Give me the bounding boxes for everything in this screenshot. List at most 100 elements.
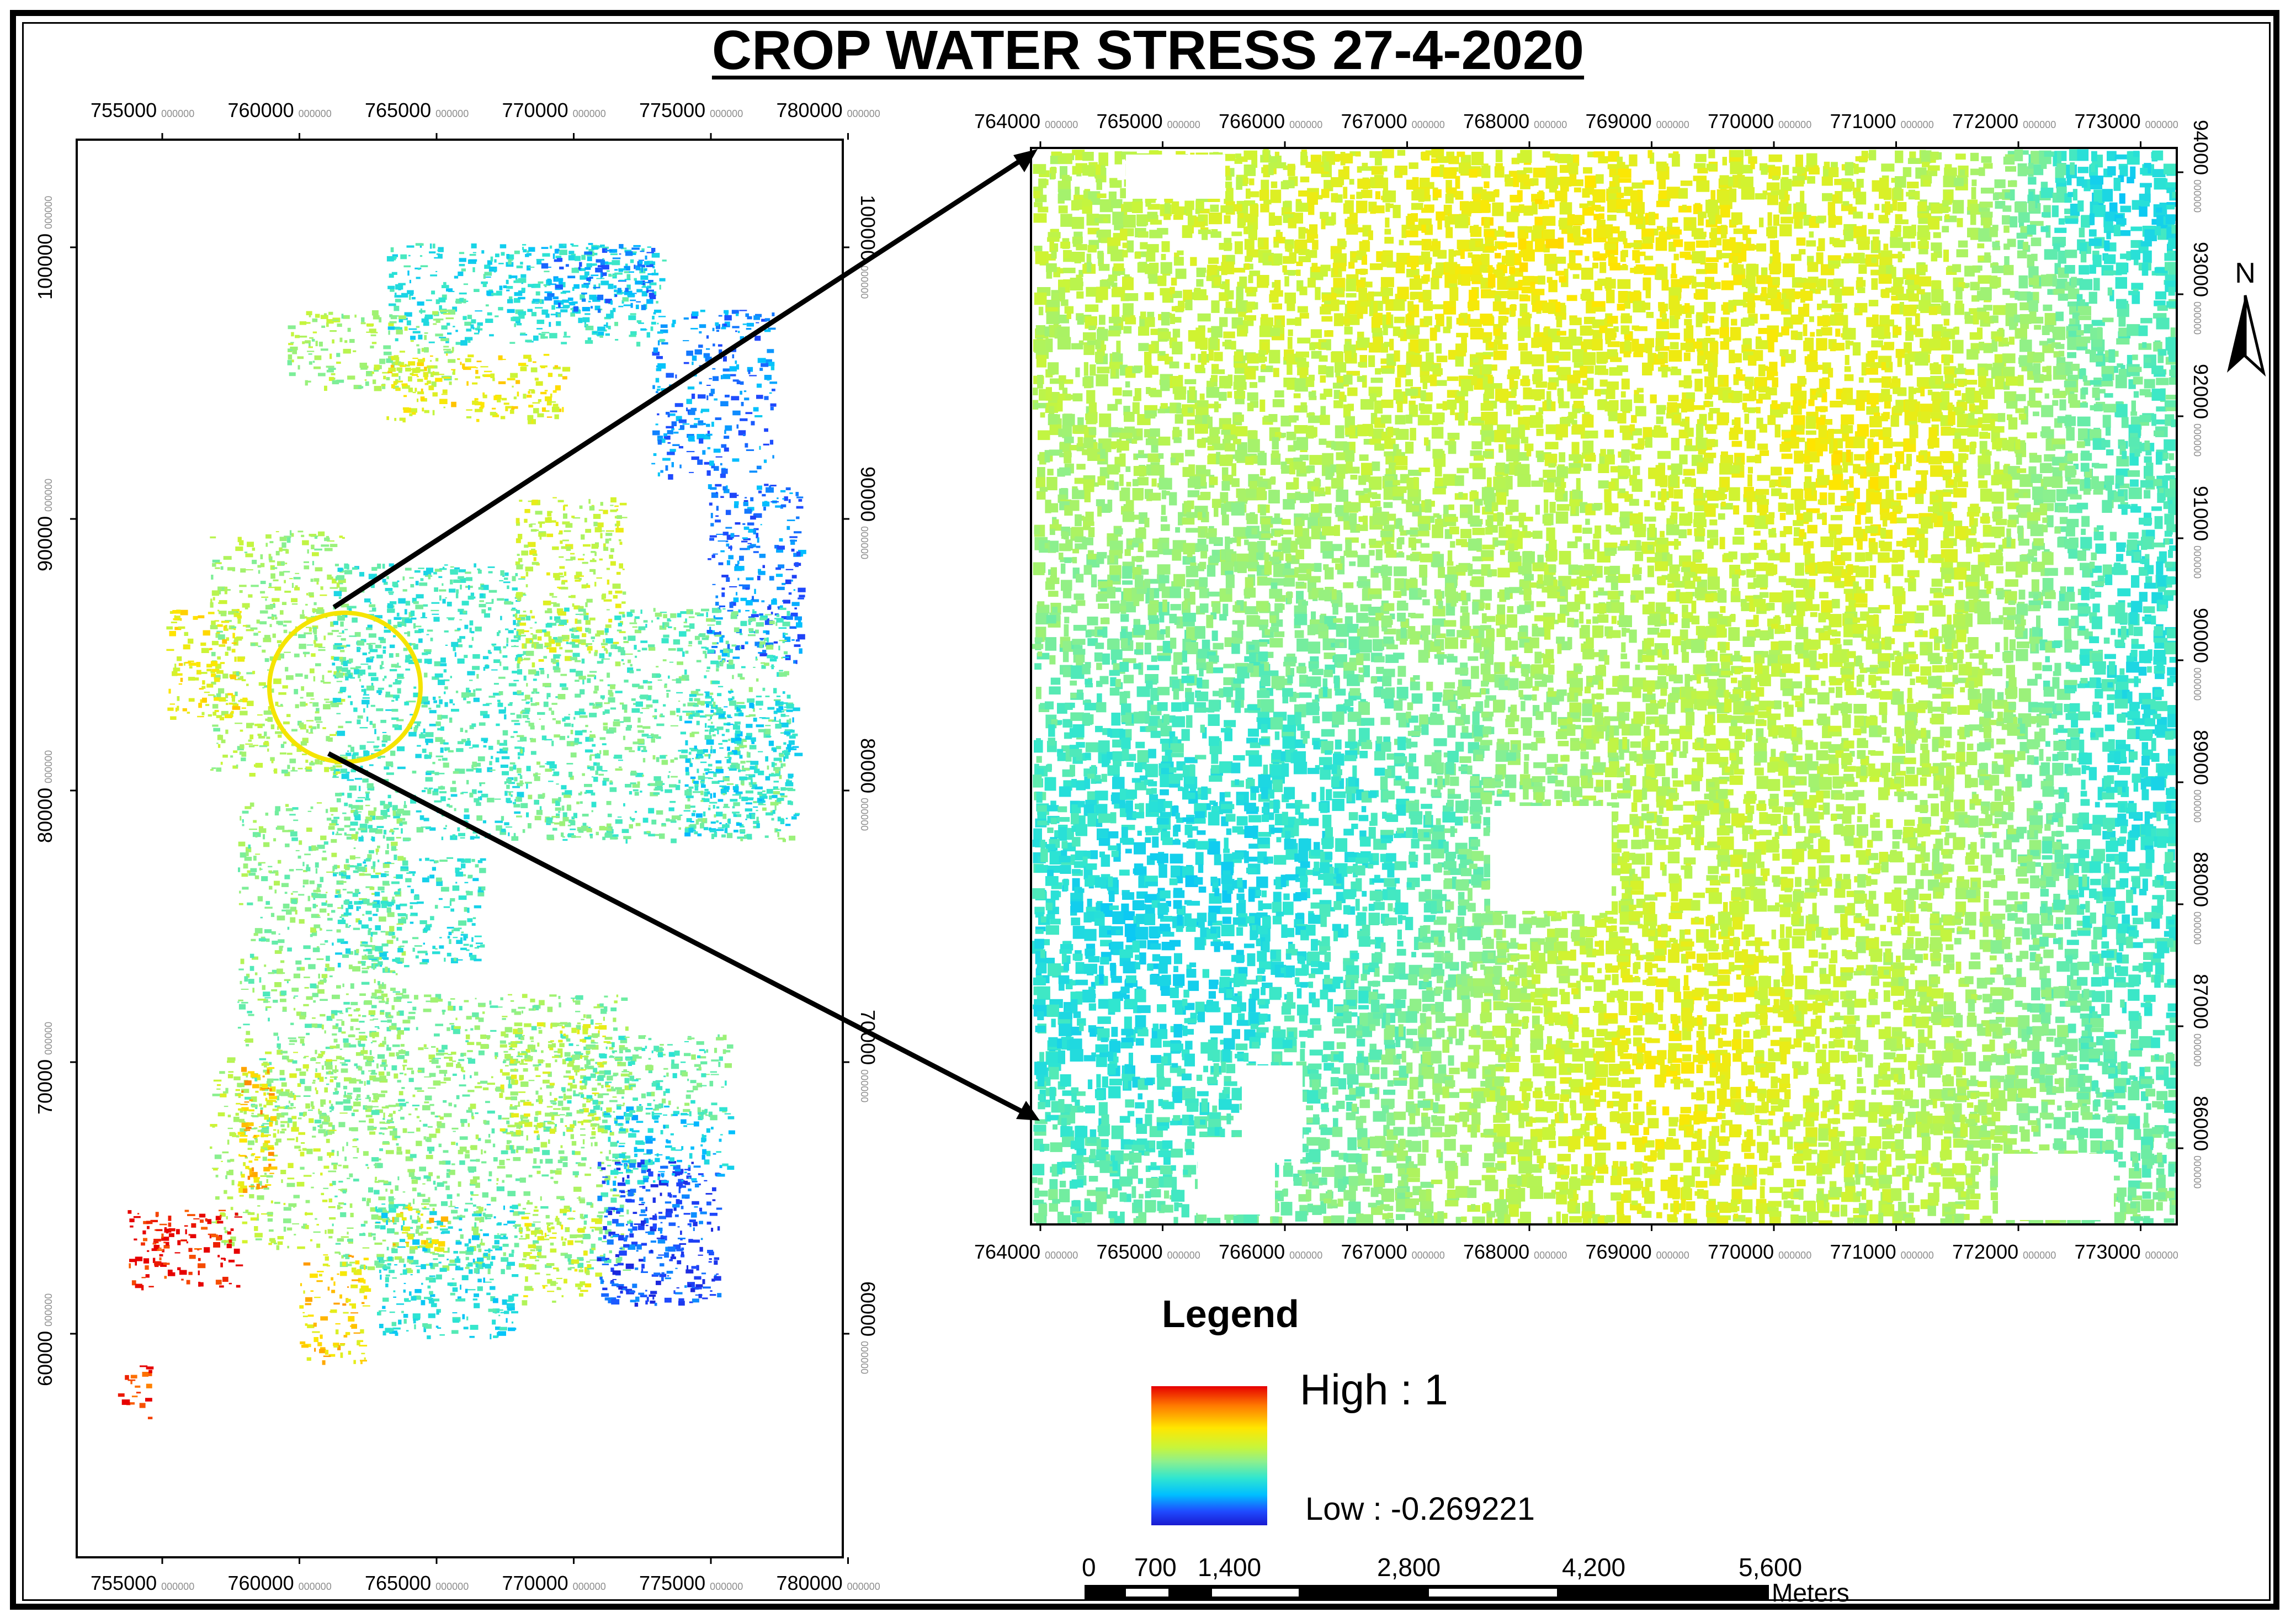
overview-raster-cell [360,944,368,947]
overview-raster-cell [314,643,323,648]
overview-raster-cell [510,713,515,715]
overview-raster-cell [251,938,256,941]
overview-raster-cell [346,771,350,774]
overview-raster-cell [751,779,753,785]
overview-raster-cell [590,754,596,756]
overview-raster-cell [414,570,421,573]
overview-raster-cell [370,346,374,349]
overview-raster-cell [744,397,750,401]
overview-raster-cell [614,505,619,507]
overview-raster-cell [723,356,727,362]
overview-raster-cell [519,780,523,784]
overview-raster-cell [513,396,517,400]
overview-raster-cell [343,661,348,666]
overview-raster-cell [316,708,320,713]
overview-raster-cell [619,702,624,705]
overview-raster-cell [745,808,753,811]
overview-raster-cell [679,631,687,637]
overview-raster-cell [553,637,558,640]
overview-raster-cell [672,320,676,324]
overview-raster-cell [786,519,795,521]
overview-raster-cell [444,686,448,689]
overview-raster-cell [560,309,568,312]
overview-raster-cell [443,742,449,745]
overview-raster-cell [559,250,567,255]
overview-raster-cell [651,248,656,252]
overview-raster-cell [289,1039,297,1042]
overview-raster-cell [312,331,317,333]
overview-raster-cell [486,703,492,704]
overview-raster-cell [366,643,371,645]
overview-raster-cell [659,278,666,282]
overview-raster-cell [183,644,190,650]
overview-raster-cell [389,563,394,567]
overview-raster-cell [526,766,531,772]
overview-raster-cell [509,702,513,704]
overview-raster-cell [332,765,336,767]
overview-raster-cell [765,776,770,781]
overview-raster-cell [713,772,717,777]
overview-raster-cell [537,413,544,417]
overview-raster-cell [437,772,445,775]
overview-raster-cell [745,715,751,717]
overview-raster-cell [690,407,697,411]
overview-raster-cell [624,271,630,273]
overview-raster-cell [575,613,580,615]
overview-raster-cell [764,638,768,641]
overview-raster-cell [671,421,677,426]
overview-raster-cell [769,795,772,800]
overview-raster-cell [353,927,360,930]
overview-raster-cell [584,792,587,794]
overview-raster-cell [671,838,677,844]
overview-raster-cell [171,622,177,623]
overview-raster-cell [212,597,215,601]
overview-raster-cell [245,743,253,745]
overview-raster-cell [586,247,588,250]
overview-raster-cell [279,547,283,552]
overview-raster-cell [784,731,791,735]
overview-raster-cell [764,484,769,486]
overview-raster-cell [727,767,730,769]
overview-raster-cell [687,796,690,802]
overview-raster-cell [397,623,402,628]
overview-raster-cell [180,677,183,682]
overview-raster-cell [416,326,420,328]
overview-raster-cell [467,354,474,358]
overview-y-tick-right-text: 100000000000 [857,195,879,299]
overview-raster-cell [273,579,279,581]
overview-raster-cell [319,908,327,913]
overview-raster-cell [567,834,574,837]
overview-raster-cell [306,828,312,832]
overview-raster-cell [340,699,346,702]
overview-raster-cell [492,645,495,647]
overview-raster-cell [302,609,304,614]
overview-raster-cell [245,606,248,609]
overview-raster-cell [428,385,434,390]
overview-raster-cell [779,719,781,724]
overview-raster-cell [460,792,464,794]
overview-raster-cell [582,633,587,638]
overview-raster-cell [618,539,621,542]
overview-raster-cell [591,544,599,549]
overview-raster-cell [716,491,718,494]
overview-raster-cell [445,644,448,646]
overview-raster-cell [476,398,479,400]
overview-raster-cell [538,281,544,284]
overview-raster-cell [789,492,793,494]
overview-raster-cell [302,754,307,755]
overview-raster-cell [395,299,401,303]
overview-raster-cell [502,730,508,736]
overview-raster-cell [267,1092,270,1095]
overview-raster-cell [621,292,624,294]
overview-raster-cell [200,642,206,646]
overview-raster-cell [734,830,738,832]
overview-raster-cell [561,581,565,585]
overview-raster-cell [347,779,354,781]
overview-raster-cell [336,672,344,678]
overview-raster-cell [451,709,459,712]
overview-raster-cell [320,348,328,351]
overview-raster-cell [304,561,309,563]
overview-raster-cell [619,563,623,569]
overview-raster-cell [715,519,721,523]
overview-raster-cell [656,810,663,815]
